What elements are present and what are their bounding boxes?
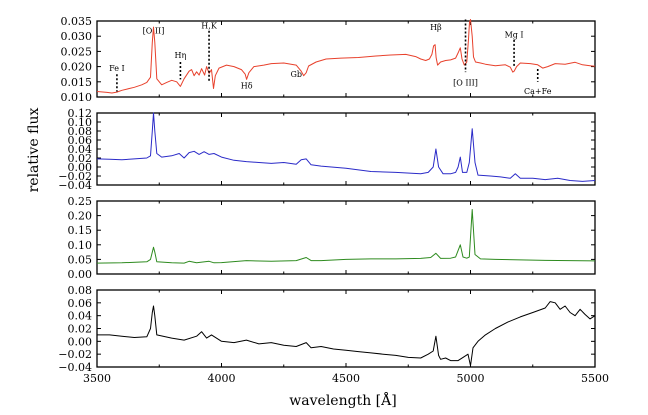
y-tick-label: −0.02 <box>58 348 92 361</box>
y-tick-label: 0.25 <box>68 195 93 208</box>
spectral-line-label: Hδ <box>241 81 253 90</box>
y-tick-label: −0.04 <box>58 361 92 374</box>
x-tick-label: 5000 <box>457 372 485 385</box>
panel-3: 0.00 0.050.10 0.150.20 0.25 <box>68 195 596 281</box>
y-tick-label: 0.00 <box>68 161 93 174</box>
y-tick-label: 0.08 <box>68 125 93 138</box>
y-tick-label: 0.010 <box>61 91 93 104</box>
spectral-line-label: H,K <box>201 22 218 31</box>
spectral-line-label: [O III] <box>453 78 478 87</box>
y-tick-label: 0.06 <box>68 297 93 310</box>
x-tick-label: 4000 <box>208 372 236 385</box>
y-tick-label: 0.20 <box>68 210 93 223</box>
y-tick-label: 0.15 <box>68 224 93 237</box>
y-tick-label: 0.08 <box>68 284 93 297</box>
y-tick-label: 0.04 <box>68 310 93 323</box>
spectral-line-label: Fe I <box>109 64 125 73</box>
y-tick-label: 0.00 <box>68 268 93 281</box>
y-tick-label: 0.04 <box>68 143 93 156</box>
panel-1: 0.010 0.015 0.020 0.025 0.030 0.035 Fe I [O II]… <box>61 15 596 104</box>
x-tick-label: 4500 <box>332 372 360 385</box>
panels: 0.010 0.015 0.020 0.025 0.030 0.035 Fe I [O II]… <box>58 15 609 385</box>
y-tick-label: 0.030 <box>61 30 93 43</box>
panel-frame <box>96 289 596 368</box>
spectral-line-label: Hη <box>175 51 187 60</box>
spectrum-line <box>96 19 596 94</box>
y-tick-label: 0.10 <box>68 239 93 252</box>
y-tick-label: 0.02 <box>68 323 93 336</box>
y-tick-label: 0.015 <box>61 76 93 89</box>
panel-frame <box>96 112 596 186</box>
spectrum-line <box>96 209 596 264</box>
spectral-line-label: Ca+Fe <box>524 87 552 96</box>
y-tick-label: 0.020 <box>61 61 93 74</box>
y-tick-label: 0.035 <box>61 15 93 28</box>
y-tick-label: 0.06 <box>68 134 93 147</box>
y-tick-label: 0.10 <box>68 116 93 129</box>
panel-4: −0.04−0.020.000.020.040.060.08 3500 4000 45… <box>58 284 609 385</box>
x-axis-label: wavelength [Å] <box>289 391 396 409</box>
y-tick-label: 0.025 <box>61 45 93 58</box>
panel-2: −0.04−0.020.000.020.040.060.080.100.12 <box>58 107 596 192</box>
y-tick-label: 0.02 <box>68 152 93 165</box>
y-axis-label: relative flux <box>26 108 42 193</box>
y-tick-label: −0.04 <box>58 179 92 192</box>
y-tick-label: −0.02 <box>58 170 92 183</box>
x-tick-label: 5500 <box>581 372 609 385</box>
spectral-line-label: Hβ <box>430 23 442 32</box>
y-tick-label: 0.05 <box>68 253 93 266</box>
y-tick-label: 0.12 <box>68 107 93 120</box>
x-tick-label: 3500 <box>83 372 111 385</box>
spectral-line-label: [O II] <box>143 27 165 36</box>
spectrum-line <box>96 112 596 182</box>
spectral-line-label: Gb <box>290 70 302 79</box>
spectrum-line <box>97 301 596 367</box>
spectral-line-label: Mg I <box>505 31 524 40</box>
y-tick-label: 0.00 <box>68 335 93 348</box>
